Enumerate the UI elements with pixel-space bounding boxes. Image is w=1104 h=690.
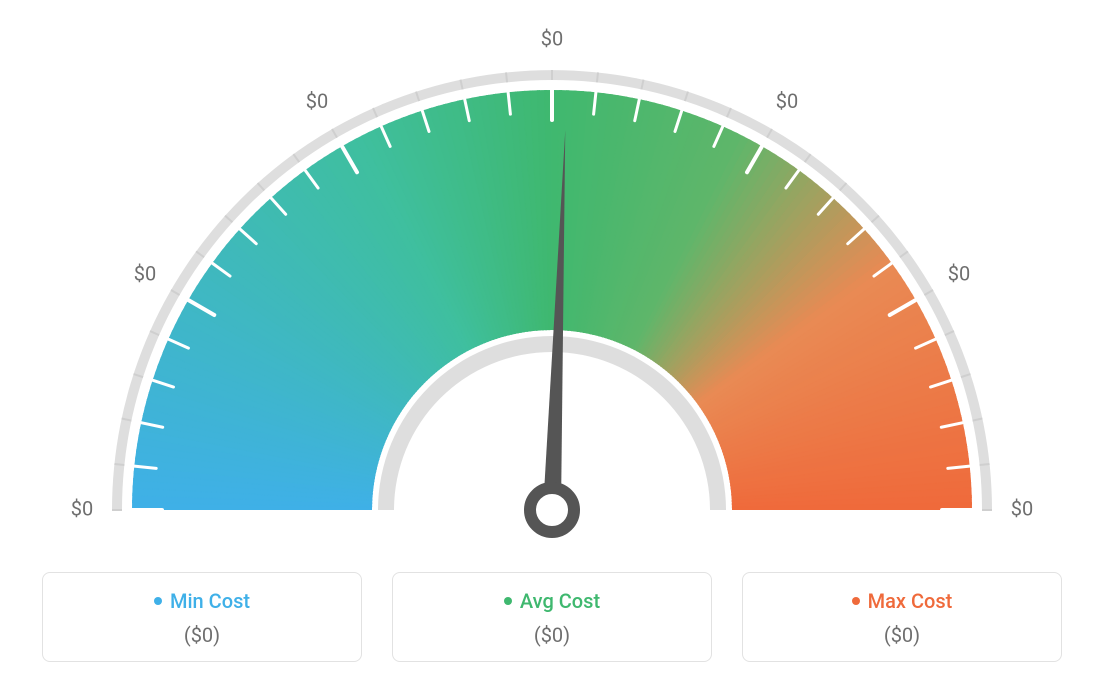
legend-value-min: ($0) [53,623,351,647]
gauge-tick-label: $0 [1011,496,1033,520]
gauge-tick-label: $0 [541,26,563,50]
legend-value-max: ($0) [753,623,1051,647]
legend-dot-max [852,597,860,605]
legend-card-avg: Avg Cost ($0) [392,572,712,662]
gauge-tick-label: $0 [776,89,798,113]
gauge-tick-label: $0 [71,496,93,520]
gauge-tick-label: $0 [134,261,156,285]
legend-label-avg: Avg Cost [520,589,600,613]
legend-dot-min [154,597,162,605]
gauge-tick-label: $0 [948,261,970,285]
legend-card-max: Max Cost ($0) [742,572,1062,662]
legend-label-min: Min Cost [170,589,250,613]
gauge-svg: $0 $0 $0 $0 $0 $0 $0 [42,20,1062,550]
gauge-tick-label: $0 [306,89,328,113]
legend-row: Min Cost ($0) Avg Cost ($0) Max Cost ($0… [42,572,1062,662]
legend-title-avg: Avg Cost [504,589,600,613]
legend-dot-avg [504,597,512,605]
gauge-area: $0 $0 $0 $0 $0 $0 $0 [42,20,1062,550]
legend-title-max: Max Cost [852,589,953,613]
legend-value-avg: ($0) [403,623,701,647]
legend-card-min: Min Cost ($0) [42,572,362,662]
legend-label-max: Max Cost [868,589,953,613]
legend-title-min: Min Cost [154,589,250,613]
cost-gauge-chart: $0 $0 $0 $0 $0 $0 $0 Min Cost ($0) Avg Cost ($… [0,0,1104,690]
